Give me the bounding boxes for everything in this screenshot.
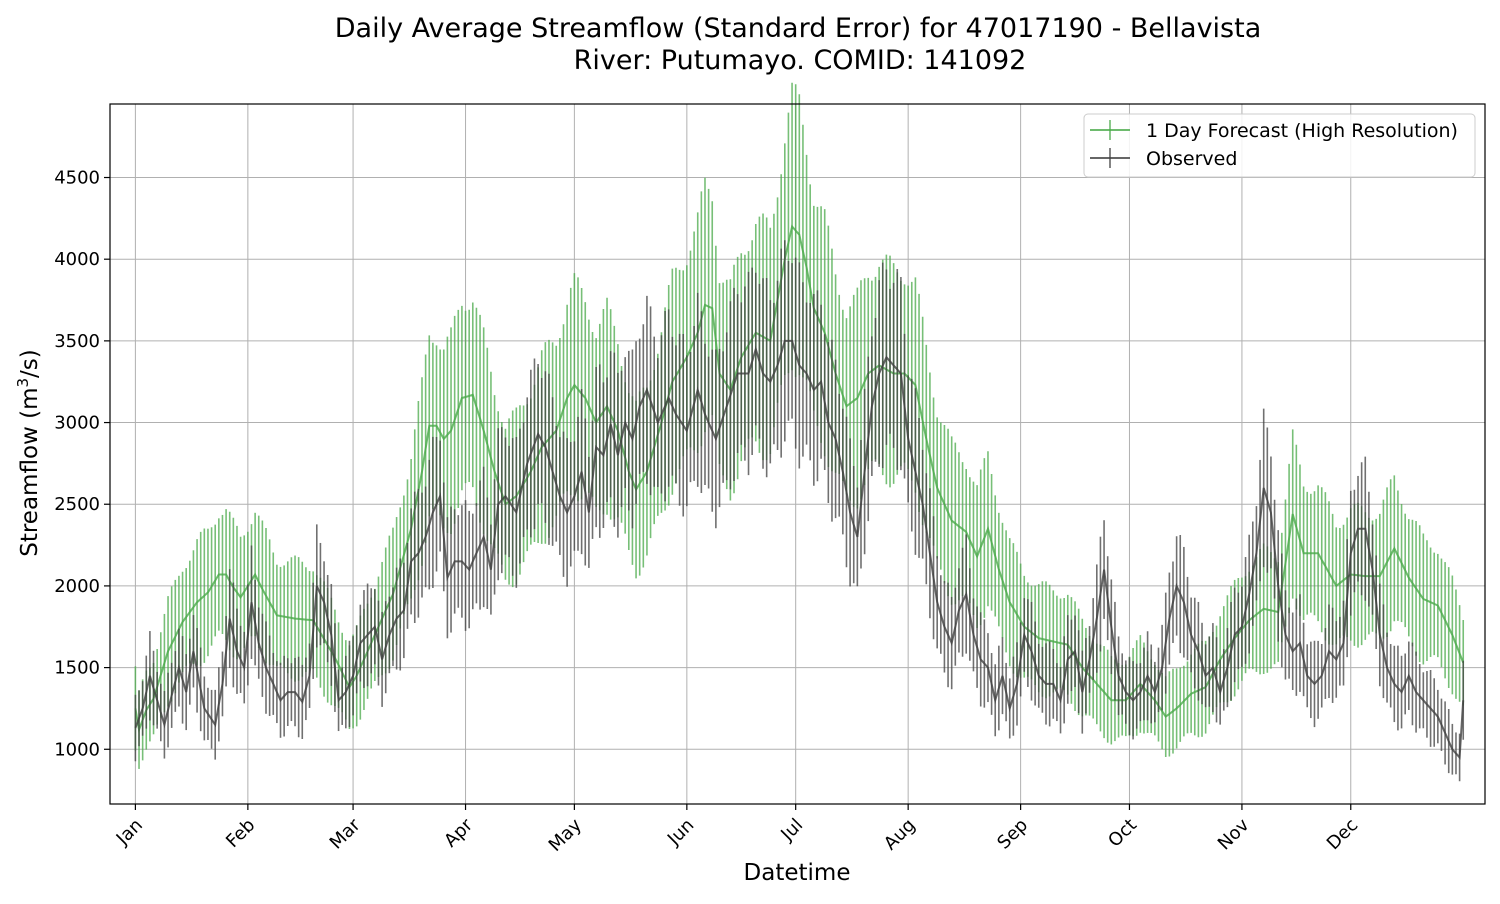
series-line [134, 339, 1465, 760]
x-tick-label: Jan [112, 815, 147, 850]
y-tick-label: 4000 [54, 249, 100, 270]
grid [110, 104, 1485, 804]
x-tick-label: Jul [776, 815, 807, 846]
legend-frame [1083, 113, 1476, 178]
x-tick-label: Feb [222, 815, 259, 852]
y-tick-label: 1000 [54, 739, 100, 760]
x-tick-label: Dec [1323, 815, 1362, 854]
x-tick-label: Mar [326, 814, 365, 853]
x-tick-label: Nov [1214, 814, 1254, 854]
x-tick-label: May [545, 814, 586, 855]
chart-title-line-2: River: Putumayo. COMID: 141092 [574, 45, 1027, 76]
y-tick-label: 2500 [54, 494, 100, 515]
x-tick-label: Aug [880, 815, 920, 855]
series-observed [134, 240, 1465, 782]
y-tick-label: 4500 [54, 168, 100, 189]
x-tick-label: Jun [663, 815, 698, 850]
legend-entry-forecast: 1 Day Forecast (High Resolution) [1090, 120, 1458, 142]
x-tick-label: Apr [440, 814, 477, 851]
y-axis-label-superscript: 3 [14, 378, 32, 388]
legend-entry-observed: Observed [1090, 148, 1237, 170]
legend-forecast-label: 1 Day Forecast (High Resolution) [1146, 120, 1458, 142]
chart-title-line-1: Daily Average Streamflow (Standard Error… [335, 13, 1262, 44]
x-tick-label: Oct [1104, 815, 1141, 852]
y-axis-label: Streamflow (m3/s) [14, 349, 43, 557]
y-tick-label: 3500 [54, 331, 100, 352]
legend-observed-label: Observed [1146, 148, 1237, 170]
x-tick-label: Sep [993, 815, 1032, 854]
y-tick-label: 3000 [54, 413, 100, 434]
y-axis-label-prefix: Streamflow (m [17, 387, 43, 556]
plot-frame [109, 103, 1486, 805]
series-layer [134, 82, 1465, 782]
x-axis-label: Datetime [744, 860, 851, 886]
y-tick-label: 2000 [54, 576, 100, 597]
legend: 1 Day Forecast (High Resolution) Observe… [1083, 113, 1476, 178]
y-axis-label-suffix: /s) [17, 349, 43, 378]
y-tick-label: 1500 [54, 658, 100, 679]
